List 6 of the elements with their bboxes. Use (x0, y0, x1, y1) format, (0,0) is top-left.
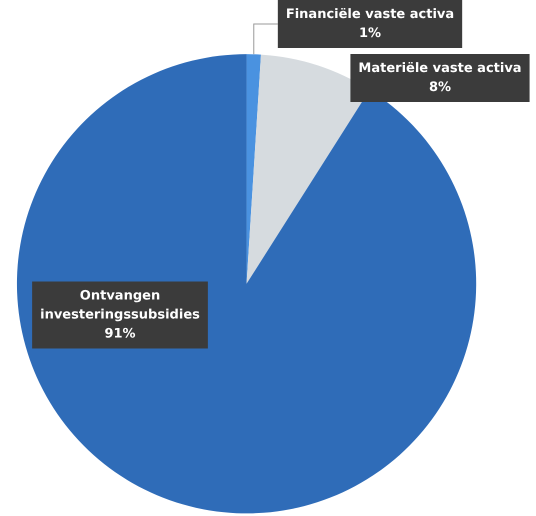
slice-label: Financiële vaste activa (286, 7, 454, 22)
data-label: 1% (358, 26, 382, 41)
data-label: 91% (104, 326, 136, 342)
slice-label: Materiële vaste activa (358, 61, 522, 76)
data-label: 8% (428, 80, 452, 95)
slice-label: Ontvangen investeringssubsidies (40, 288, 200, 322)
